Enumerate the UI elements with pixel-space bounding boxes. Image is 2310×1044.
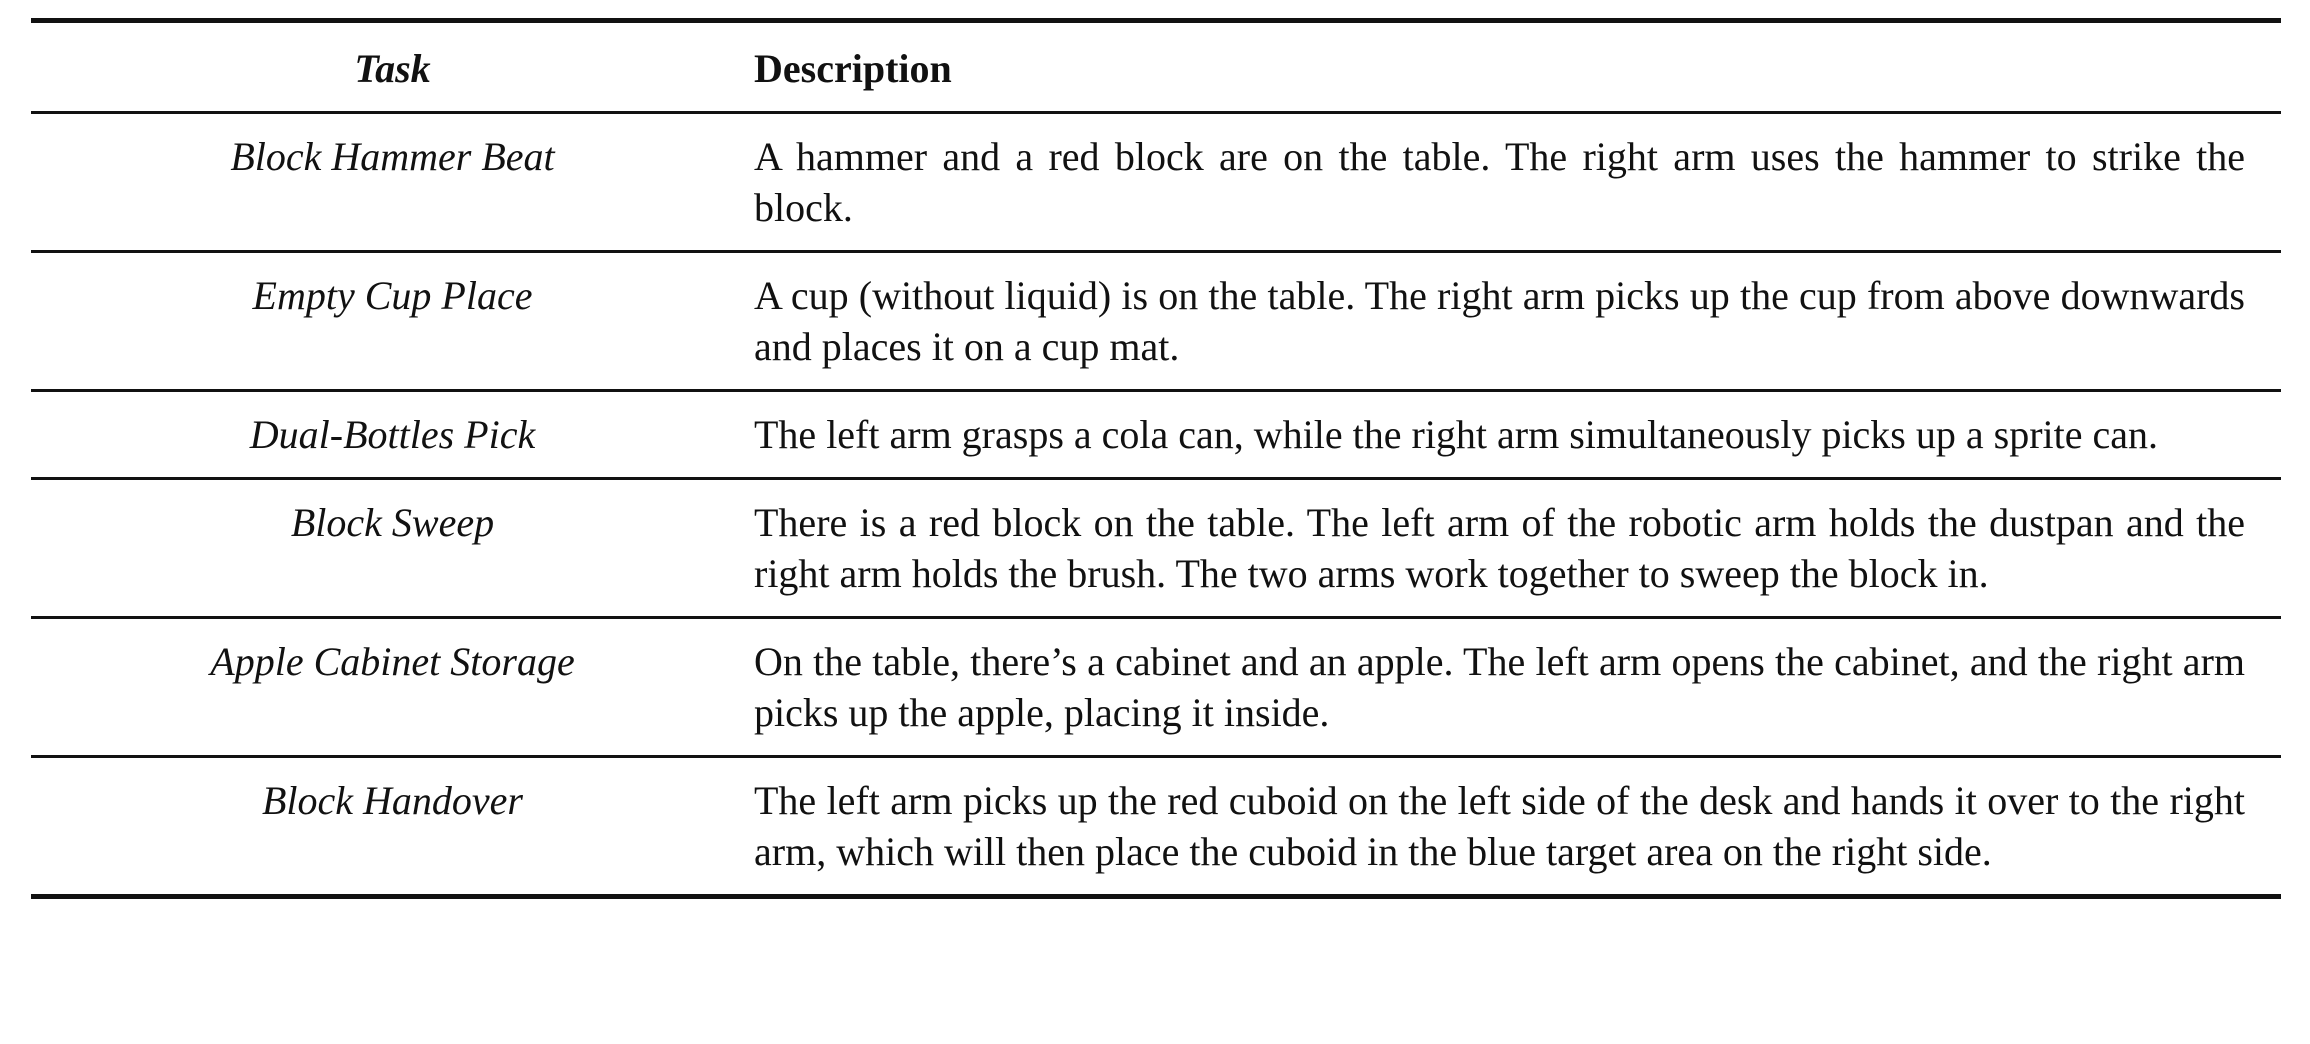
task-description-cell: The left arm picks up the red cuboid on …	[754, 778, 2245, 874]
task-name-cell: Block Handover	[261, 778, 523, 823]
task-name-cell: Empty Cup Place	[252, 273, 533, 318]
table-body: Block Hammer Beat A hammer and a red blo…	[31, 113, 2281, 897]
table-row: Apple Cabinet Storage On the table, ther…	[31, 618, 2281, 757]
table-header: Task Description	[31, 20, 2281, 113]
table-row: Block Handover The left arm picks up the…	[31, 757, 2281, 897]
task-description-cell: On the table, there’s a cabinet and an a…	[754, 639, 2245, 735]
description-column-header: Description	[754, 46, 952, 91]
table-row: Dual-Bottles Pick The left arm grasps a …	[31, 391, 2281, 479]
task-name-cell: Apple Cabinet Storage	[210, 639, 575, 684]
task-table-container: Task Description Block Hammer Beat A ham…	[31, 18, 2281, 899]
task-description-cell: The left arm grasps a cola can, while th…	[754, 412, 2159, 457]
task-name-cell: Dual-Bottles Pick	[249, 412, 536, 457]
task-name-cell: Block Hammer Beat	[230, 134, 555, 179]
table-row: Block Sweep There is a red block on the …	[31, 479, 2281, 618]
task-name-cell: Block Sweep	[290, 500, 495, 545]
task-column-header: Task	[354, 46, 431, 91]
task-description-cell: A cup (without liquid) is on the table. …	[754, 273, 2245, 369]
table-row: Block Hammer Beat A hammer and a red blo…	[31, 113, 2281, 252]
task-description-cell: There is a red block on the table. The l…	[754, 500, 2245, 596]
table-row: Empty Cup Place A cup (without liquid) i…	[31, 252, 2281, 391]
task-description-table: Task Description Block Hammer Beat A ham…	[31, 18, 2281, 899]
header-row: Task Description	[31, 20, 2281, 113]
task-description-cell: A hammer and a red block are on the tabl…	[754, 134, 2245, 230]
